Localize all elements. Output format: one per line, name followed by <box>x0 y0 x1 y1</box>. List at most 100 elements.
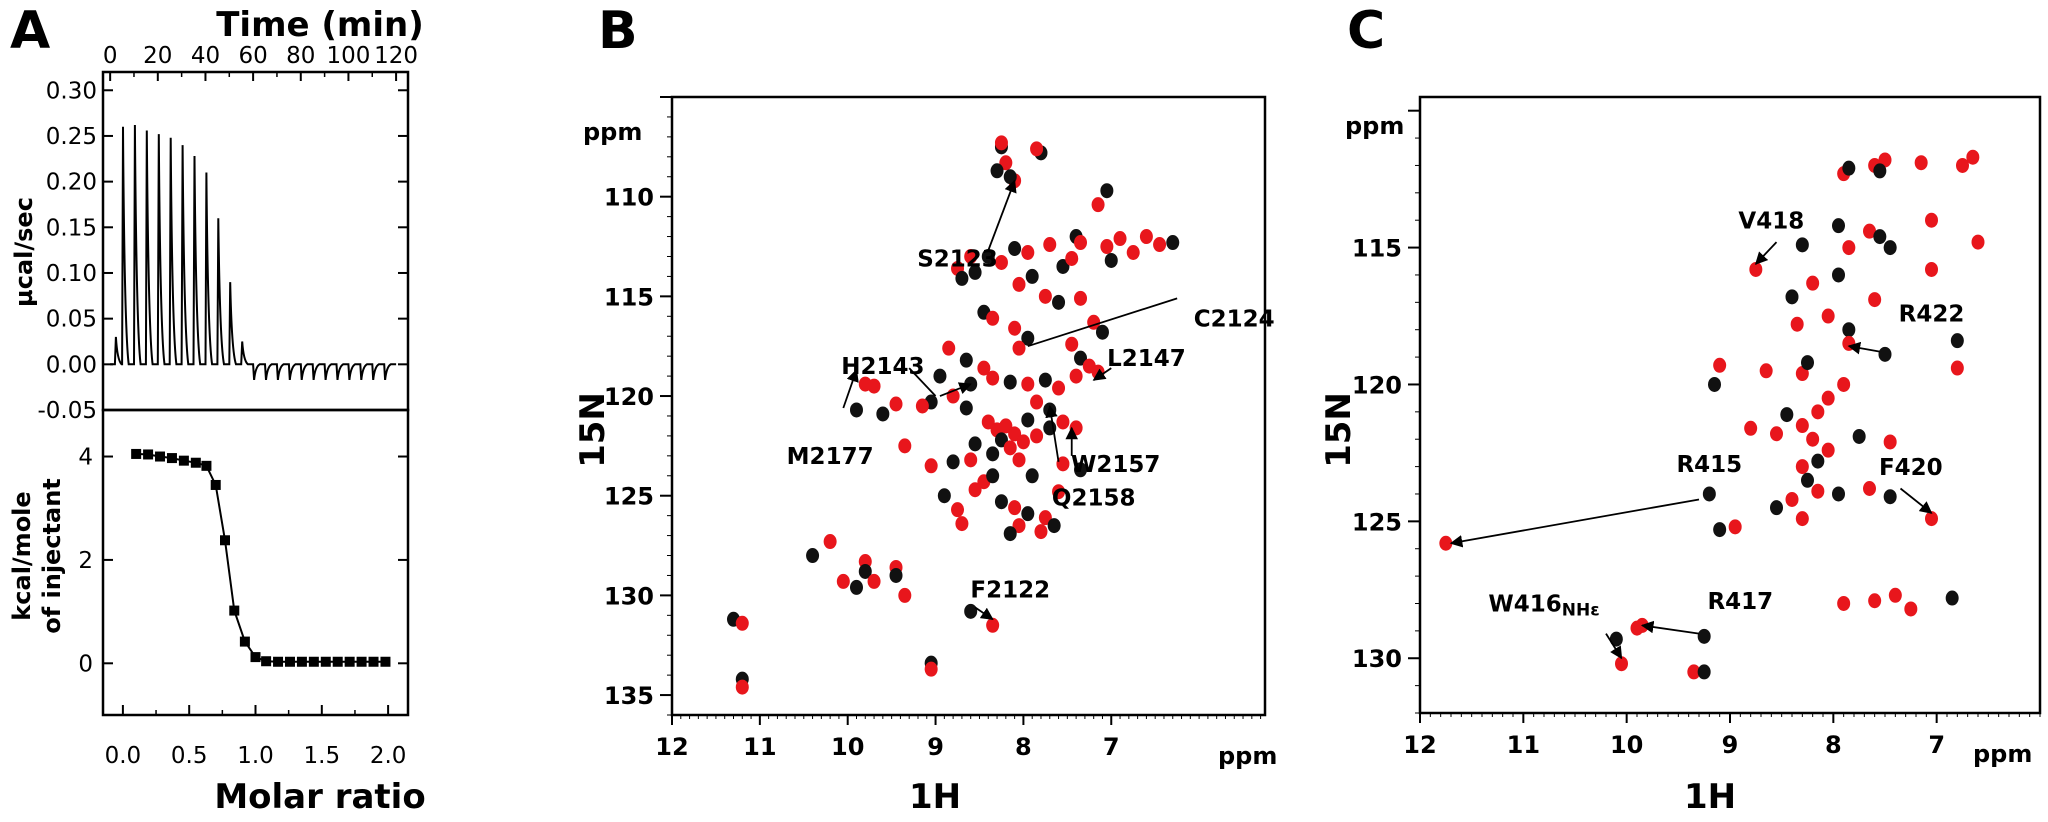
b-peak-black-86 <box>986 468 1000 484</box>
c-peak-red-60 <box>1837 595 1851 611</box>
c-peak-red-17 <box>1749 261 1763 277</box>
c-peak-red-10 <box>1842 240 1856 256</box>
b-peak-red-70 <box>999 418 1013 434</box>
panel-letter-b: B <box>598 1 638 61</box>
c-peak-red-70 <box>1687 664 1701 680</box>
c-peak-black-51 <box>1883 489 1897 505</box>
time-tick-label-1: 20 <box>143 43 172 69</box>
time-tick-label-4: 80 <box>286 43 315 69</box>
b-annotation-arrow-0 <box>987 179 1017 251</box>
c-y-unit: ppm <box>1345 112 1404 140</box>
b-peak-red-114 <box>898 587 912 603</box>
ratio-tick-label-0: 0.0 <box>105 743 142 769</box>
b-peak-black-10 <box>981 248 995 264</box>
c-peak-red-54 <box>1925 511 1938 527</box>
c-peak-red-50 <box>1863 481 1876 497</box>
isotherm-point-7 <box>210 479 221 490</box>
c-annotation-label-1: R422 <box>1899 301 1965 327</box>
b-peak-red-38 <box>986 310 1000 326</box>
b-peak-red-32 <box>1038 288 1052 304</box>
b-x-tick-label-2: 10 <box>831 733 864 761</box>
c-peak-red-15 <box>1925 261 1938 277</box>
c-peak-black-45 <box>1811 453 1825 469</box>
c-peak-red-55 <box>1744 420 1758 436</box>
b-peak-red-106 <box>823 534 837 550</box>
b-x-tick-label-0: 12 <box>655 733 688 761</box>
molar-ratio-axis-title: Molar ratio <box>214 777 425 817</box>
b-peak-red-20 <box>1153 237 1167 253</box>
b-peak-black-115 <box>964 603 978 619</box>
b-peak-red-19 <box>1139 229 1153 245</box>
c-peak-red-25 <box>1842 335 1856 351</box>
thermo-y-tick-label-7: -0.05 <box>37 398 97 424</box>
c-peak-red-34 <box>1837 376 1851 392</box>
b-peak-black-96 <box>994 494 1008 510</box>
b-peak-red-122 <box>924 661 938 677</box>
b-annotation-arrow-2 <box>908 367 937 397</box>
c-peak-black-30 <box>1708 376 1721 392</box>
c-x-tick-label-1: 11 <box>1507 731 1540 759</box>
c-peak-black-13 <box>1883 240 1897 256</box>
itc-binding-isotherm: 0.0 0.5 1.0 1.5 2.0 4 2 0 <box>78 408 410 769</box>
panel-letter-a: A <box>10 1 50 61</box>
c-peak-red-14 <box>1925 212 1938 228</box>
c-peak-black-33 <box>1801 355 1814 371</box>
c-peak-black-24 <box>1842 322 1856 338</box>
b-peak-black-22 <box>1104 252 1118 268</box>
b-peak-red-118 <box>735 615 749 631</box>
b-peak-red-17 <box>1100 239 1114 255</box>
c-peak-black-56 <box>1702 486 1716 502</box>
b-peak-red-85 <box>968 482 982 498</box>
b-x-unit: ppm <box>1218 742 1277 770</box>
c-peak-red-39 <box>1770 426 1783 442</box>
isotherm-point-6 <box>201 460 212 471</box>
isotherm-point-19 <box>344 656 355 667</box>
c-peak-black-57 <box>1713 522 1727 538</box>
b-annotation-arrow-1 <box>1027 297 1178 348</box>
c-annotation-arrow-0 <box>1754 241 1778 265</box>
b-peak-red-74 <box>1003 440 1017 456</box>
c-peak-red-11 <box>1863 223 1876 239</box>
b-peak-black-5 <box>990 163 1004 179</box>
b-peak-black-55 <box>1038 372 1052 388</box>
b-y-tick-label-4: 130 <box>604 582 654 610</box>
c-peak-black-52 <box>1770 500 1783 516</box>
isotherm-point-12 <box>261 656 272 667</box>
isotherm-point-18 <box>332 656 343 667</box>
c-annotation-label-2: R415 <box>1676 452 1742 478</box>
b-peak-black-105 <box>806 548 820 564</box>
isotherm-point-14 <box>284 656 295 667</box>
c-peak-black-12 <box>1873 229 1887 245</box>
c-peak-red-35 <box>1821 390 1835 406</box>
b-annotation-label-5: M2177 <box>787 444 874 470</box>
b-peak-red-92 <box>1052 484 1066 500</box>
isotherm-point-17 <box>320 656 331 667</box>
c-x-tick-label-0: 12 <box>1403 731 1436 759</box>
b-peak-black-48 <box>959 352 973 368</box>
b-peak-red-13 <box>1021 244 1035 260</box>
b-peak-red-95 <box>951 502 965 518</box>
c-peak-red-40 <box>1806 431 1820 447</box>
b-peak-red-104 <box>955 516 969 532</box>
thermo-y-tick-label-4: 0.10 <box>46 261 97 287</box>
b-peak-red-57 <box>1030 394 1044 410</box>
isotherm-point-16 <box>308 656 319 667</box>
isotherm-point-2 <box>155 451 166 462</box>
c-annotation-label-3: F420 <box>1879 455 1943 481</box>
c-peak-red-7 <box>1966 149 1980 165</box>
panel-letter-c: C <box>1347 1 1385 61</box>
w416-label-main: W416 <box>1488 592 1561 618</box>
c-peak-black-66 <box>1697 628 1711 644</box>
b-peak-red-60 <box>858 376 872 392</box>
panel-c: 12 11 10 9 8 7 115 120 125 130 V418 R422 R415 F420 R41… <box>1319 95 2042 817</box>
c-peak-black-42 <box>1852 428 1866 444</box>
b-x-tick-label-3: 9 <box>927 733 944 761</box>
b-peak-black-108 <box>858 563 872 579</box>
c-peak-black-27 <box>1950 333 1964 349</box>
isotherm-y-label-line1: kcal/mole <box>8 491 36 620</box>
isotherm-point-10 <box>239 636 250 647</box>
c-peak-black-1 <box>1842 160 1856 176</box>
itc-thermogram: 0 20 40 60 80 100 120 0.30 0.25 0.20 0.15 0.10 0.05 0… <box>37 43 418 424</box>
b-peak-red-41 <box>1012 340 1026 356</box>
b-peak-red-14 <box>1043 237 1057 253</box>
